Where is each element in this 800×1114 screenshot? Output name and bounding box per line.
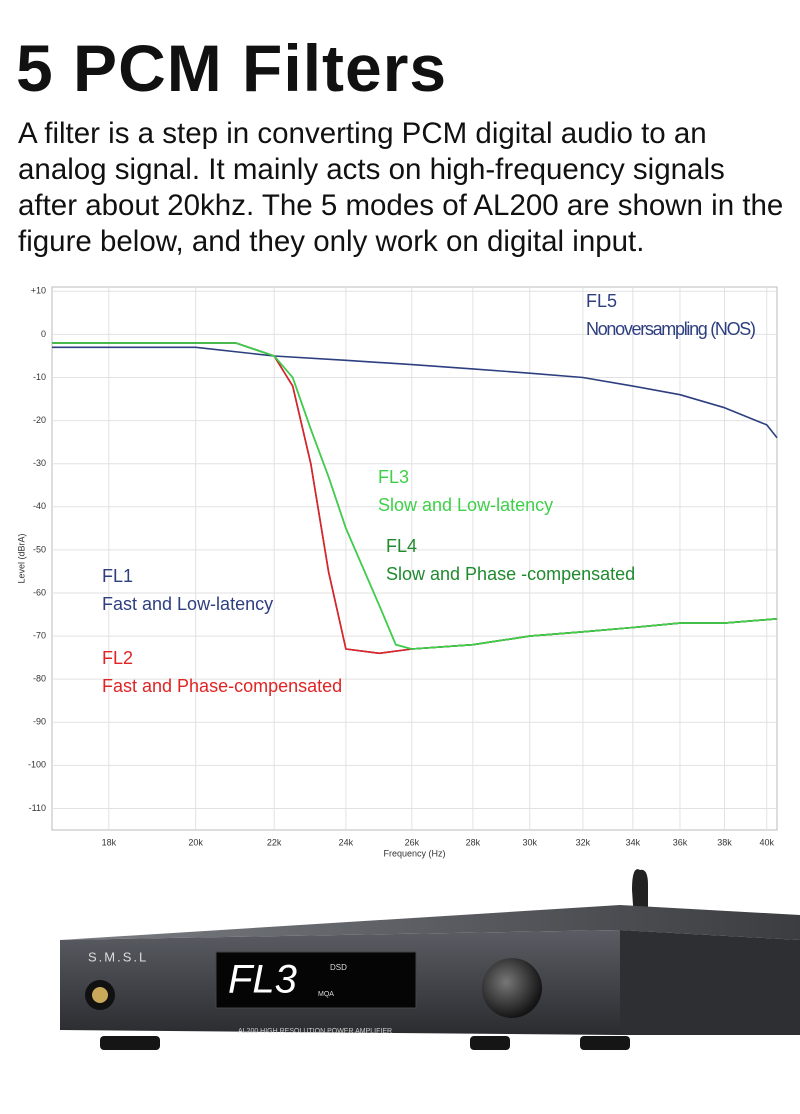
y-tick-label: -60 — [33, 587, 46, 597]
side-panel — [620, 930, 800, 1035]
chart: +10 0 -10 -20 -30 -40 -50 -60 -70 -80 -90 -100 -110 1… — [16, 286, 778, 858]
x-tick-label: 40k — [760, 837, 775, 847]
y-tick-label: -110 — [29, 803, 46, 813]
series-label: FL5 — [586, 291, 617, 311]
y-tick-label: -20 — [33, 415, 46, 425]
y-tick-label: -80 — [33, 674, 46, 684]
y-tick-label: -30 — [33, 458, 46, 468]
x-tick-label: 36k — [673, 837, 688, 847]
y-tick-label: +10 — [31, 286, 46, 296]
display-mode: FL3 — [228, 958, 297, 1002]
series-description: Fast and Low-latency — [102, 594, 273, 614]
foot — [470, 1036, 510, 1050]
plot-area — [51, 286, 778, 831]
display-badge: MQA — [318, 991, 334, 998]
volume-knob — [482, 958, 542, 1018]
x-tick-label: 30k — [522, 837, 537, 847]
x-tick-label: 34k — [626, 837, 641, 847]
display — [215, 951, 417, 1009]
y-tick-label: -10 — [33, 372, 46, 382]
foot — [580, 1036, 630, 1050]
title: 5 PCM Filters — [16, 31, 448, 105]
series-description: Nonoversampling (NOS) — [586, 319, 756, 339]
series-label: FL3 — [378, 467, 409, 487]
x-tick-label: 32k — [576, 837, 591, 847]
x-axis-label: Frequency (Hz) — [383, 848, 445, 858]
x-tick-label: 26k — [405, 837, 420, 847]
intro: A filter is a step in converting PCM dig… — [18, 117, 784, 258]
device-photo: S.M.S.L FL3 DSD MQA AL200 HIGH RESOLUTIO… — [60, 869, 800, 1050]
series-label: FL1 — [102, 566, 133, 586]
x-tick-label: 22k — [267, 837, 282, 847]
model: AL200 HIGH RESOLUTION POWER AMPLIFIER — [238, 1028, 392, 1035]
brand: S.M.S.L — [88, 949, 148, 964]
y-tick-label: -100 — [28, 760, 46, 770]
jack-ring — [92, 987, 108, 1003]
series-description: Slow and Low-latency — [378, 495, 553, 515]
y-tick-label: -70 — [33, 630, 46, 640]
y-tick-label: 0 — [41, 329, 46, 339]
y-axis-label: Level (dBrA) — [16, 533, 26, 583]
series-description: Fast and Phase-compensated — [102, 676, 342, 696]
series-description: Slow and Phase -compensated — [386, 564, 635, 584]
x-tick-label: 38k — [717, 837, 732, 847]
display-format: DSD — [330, 963, 347, 972]
series-label: FL4 — [386, 536, 417, 556]
x-tick-label: 28k — [466, 837, 481, 847]
foot — [100, 1036, 160, 1050]
series-line — [52, 342, 778, 650]
top-panel — [60, 905, 800, 940]
x-tick-label: 20k — [188, 837, 203, 847]
x-tick-label: 18k — [102, 837, 117, 847]
series-label: FL2 — [102, 648, 133, 668]
x-tick-label: 24k — [339, 837, 354, 847]
y-tick-label: -90 — [33, 717, 46, 727]
y-tick-label: -40 — [33, 501, 46, 511]
y-tick-label: -50 — [33, 544, 46, 554]
